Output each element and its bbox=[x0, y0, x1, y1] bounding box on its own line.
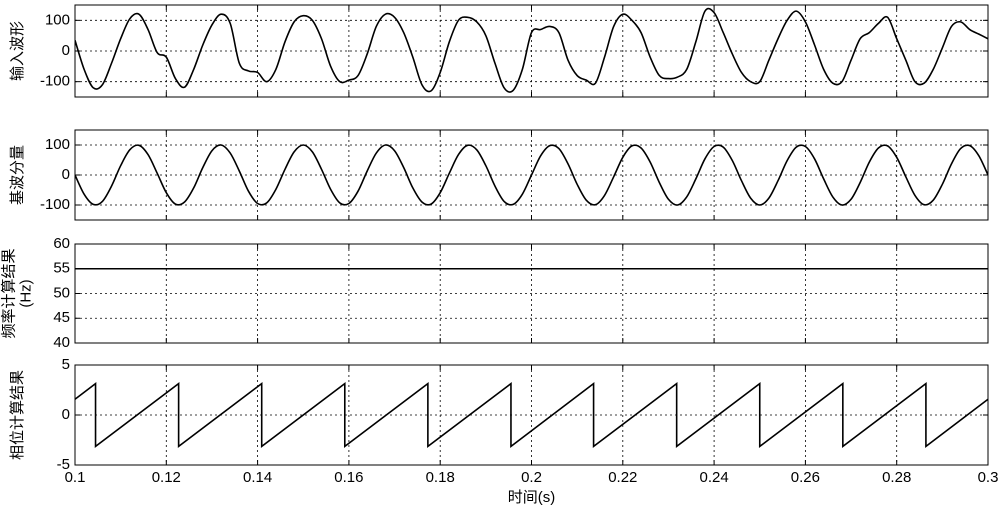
data-line bbox=[75, 144, 988, 206]
x-tick-label: 0.1 bbox=[65, 469, 86, 486]
y-tick-label: 50 bbox=[53, 284, 70, 301]
y-tick-label: -100 bbox=[40, 73, 70, 90]
y-tick-label: 5 bbox=[62, 356, 70, 373]
x-tick-label: 0.12 bbox=[152, 469, 181, 486]
y-tick-label: 40 bbox=[53, 334, 70, 351]
data-line bbox=[75, 381, 988, 449]
x-axis-label: 时间(s) bbox=[508, 489, 556, 506]
y-axis-label: 相位计算结果 bbox=[8, 370, 26, 460]
subplot: -100 0 100 输入波形 bbox=[9, 4, 989, 98]
data-line bbox=[75, 7, 988, 93]
plot-frame bbox=[74, 243, 989, 344]
y-tick-label: 100 bbox=[45, 136, 70, 153]
x-tick-label: 0.26 bbox=[791, 469, 820, 486]
plot-frame bbox=[74, 129, 989, 221]
y-tick-label: 0 bbox=[62, 42, 70, 59]
y-axis-label: 频率计算结果 bbox=[0, 248, 17, 338]
plot-frame bbox=[74, 364, 989, 466]
y-axis-label: 基波分量 bbox=[9, 145, 26, 205]
y-tick-label: 100 bbox=[45, 11, 70, 28]
x-tick-label: 0.22 bbox=[608, 469, 637, 486]
y-axis-label: 输入波形 bbox=[9, 21, 26, 81]
x-tick-label: 0.24 bbox=[699, 469, 728, 486]
subplot: 0.1 0.12 0.14 0.16 0.18 0.2 0.22 0.24 0.26 0.28 0.… bbox=[8, 356, 998, 506]
x-tick-label: 0.3 bbox=[978, 469, 999, 486]
y-tick-label: 55 bbox=[53, 260, 70, 277]
y-axis-label: (Hz) bbox=[17, 279, 34, 307]
y-tick-label: 60 bbox=[53, 235, 70, 252]
plot-frame bbox=[74, 4, 989, 98]
y-tick-label: 45 bbox=[53, 309, 70, 326]
subplot: -100 0 100 基波分量 bbox=[9, 129, 989, 221]
x-tick-label: 0.16 bbox=[334, 469, 363, 486]
x-tick-label: 0.14 bbox=[243, 469, 272, 486]
y-tick-label: 0 bbox=[62, 406, 70, 423]
x-tick-label: 0.18 bbox=[426, 469, 455, 486]
x-tick-label: 0.2 bbox=[521, 469, 542, 486]
y-tick-label: 0 bbox=[62, 166, 70, 183]
x-tick-label: 0.28 bbox=[882, 469, 911, 486]
subplot: 40 45 50 55 60 频率计算结果 (Hz) bbox=[0, 235, 989, 351]
y-tick-label: -100 bbox=[40, 196, 70, 213]
y-tick-label: -5 bbox=[57, 456, 70, 473]
